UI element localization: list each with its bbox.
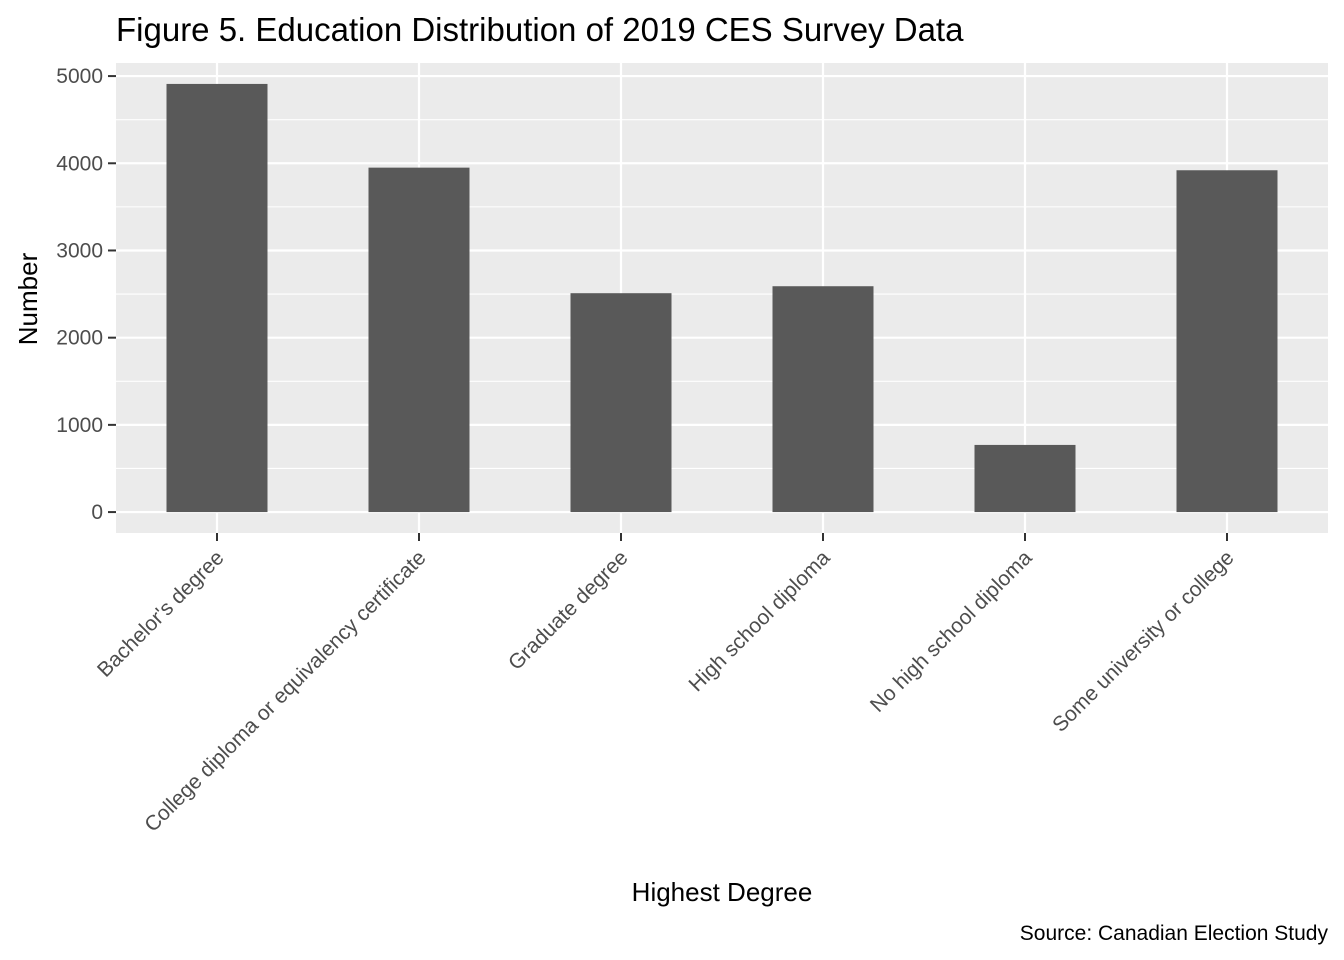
x-tick-label: Some university or college <box>1048 546 1238 736</box>
y-tick-label: 1000 <box>56 414 103 437</box>
x-tick-label: Bachelor's degree <box>93 546 228 681</box>
source-caption: Source: Canadian Election Study <box>1020 922 1329 945</box>
bars <box>166 83 1278 513</box>
chart-title: Figure 5. Education Distribution of 2019… <box>116 11 964 48</box>
plot-panel <box>116 63 1328 533</box>
y-tick-label: 2000 <box>56 327 103 350</box>
y-axis-title: Number <box>13 252 43 345</box>
y-tick-label: 4000 <box>56 152 103 175</box>
bar <box>772 286 874 513</box>
x-axis-title: Highest Degree <box>632 877 813 907</box>
bar <box>1176 170 1278 513</box>
x-tick-label: High school diploma <box>685 546 835 696</box>
y-tick-label: 3000 <box>56 239 103 262</box>
y-tick-label: 0 <box>91 501 103 524</box>
bar <box>570 293 672 513</box>
bar <box>166 83 268 513</box>
x-tick-label: No high school diploma <box>866 546 1037 717</box>
y-axis: 0 1000 2000 3000 4000 5000 <box>56 65 116 524</box>
bar <box>368 167 470 513</box>
y-tick-label: 5000 <box>56 65 103 88</box>
panel-background <box>116 63 1328 533</box>
bar <box>974 444 1076 513</box>
x-tick-label: Graduate degree <box>504 546 633 675</box>
